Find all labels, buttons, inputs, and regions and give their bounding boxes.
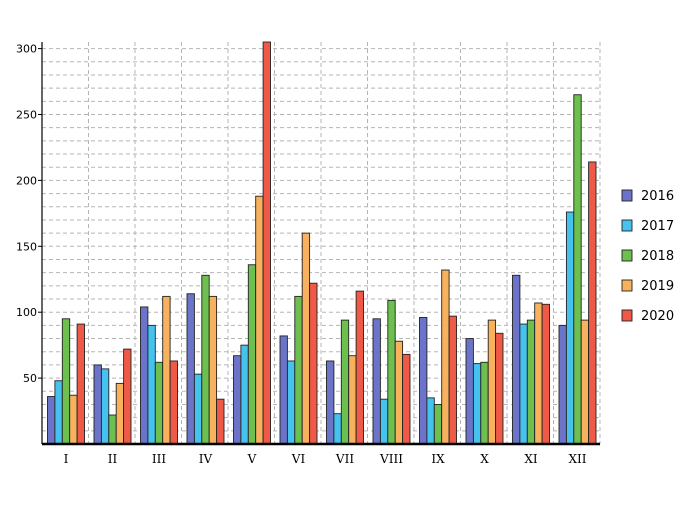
bar-2017-VI <box>286 360 296 445</box>
bar-2018-VI <box>294 295 303 445</box>
y-tick-label: 300 <box>16 43 37 56</box>
bar-2018-IX <box>433 404 443 445</box>
bar-2019-X <box>487 319 497 445</box>
x-tick-label: XII <box>568 452 586 466</box>
legend-label-2017: 2017 <box>641 219 674 234</box>
bar-2020-V <box>262 41 271 445</box>
bar-2020-VIII <box>402 353 411 445</box>
bar-2016-IV <box>186 293 195 445</box>
x-tick-label: VIII <box>379 452 403 466</box>
bar-2018-XI <box>526 319 536 445</box>
bar-2020-VI <box>309 282 318 445</box>
bar-2017-IV <box>193 373 203 445</box>
y-tick-labels: 50 100 150 200 250 300 <box>16 43 42 385</box>
legend-swatch-2020 <box>621 309 633 322</box>
y-tick-label: 100 <box>16 306 37 319</box>
bar-2019-IX <box>441 269 450 445</box>
bar-2020-II <box>123 348 132 445</box>
bar-2018-II <box>108 414 117 445</box>
bar-2017-XII <box>565 211 575 445</box>
bar-2016-II <box>93 364 102 445</box>
y-tick-label: 150 <box>16 240 37 253</box>
bar-2020-X <box>495 332 504 445</box>
bar-2017-VIII <box>379 398 389 445</box>
bars <box>47 41 597 445</box>
bar-2020-IX <box>448 315 457 445</box>
bar-2017-X <box>472 363 482 445</box>
x-tick-label: VI <box>291 452 306 466</box>
bar-2017-IX <box>426 397 435 445</box>
y-tick-label: 50 <box>23 372 37 385</box>
legend-label-2016: 2016 <box>641 189 674 204</box>
bar-2016-XII <box>558 324 567 445</box>
axes <box>41 42 600 446</box>
x-tick-label: VII <box>335 452 354 466</box>
bar-2018-IV <box>201 274 210 445</box>
bar-2018-VIII <box>387 299 396 445</box>
bar-2018-X <box>480 361 489 445</box>
bar-2019-IV <box>208 295 218 445</box>
bar-2020-III <box>169 360 178 445</box>
bar-2017-V <box>240 344 249 445</box>
bar-2019-II <box>115 382 125 445</box>
bar-2016-I <box>47 396 56 445</box>
bar-2016-V <box>233 355 242 445</box>
bar-2016-XI <box>512 274 521 445</box>
legend-swatch-2017 <box>621 219 633 232</box>
bar-2019-XI <box>534 302 543 445</box>
bar-2019-V <box>255 195 264 445</box>
bar-2016-VI <box>279 335 288 445</box>
legend-label-2019: 2019 <box>641 279 674 294</box>
bar-2019-VI <box>301 232 311 445</box>
grid-lines <box>41 42 601 444</box>
bar-2018-V <box>247 264 257 445</box>
bar-2016-X <box>465 338 474 445</box>
bar-2018-I <box>61 318 71 445</box>
bar-2018-XII <box>573 94 582 445</box>
x-tick-label: IX <box>431 452 445 466</box>
x-tick-label: III <box>152 452 166 466</box>
bar-2017-III <box>147 324 156 445</box>
x-tick-label: X <box>480 452 489 466</box>
bar-2019-III <box>162 295 171 445</box>
bar-2017-II <box>100 368 110 445</box>
x-tick-label: I <box>64 452 69 466</box>
bar-2019-I <box>69 394 78 445</box>
bar-2020-I <box>76 323 85 445</box>
bar-2016-VII <box>326 360 335 445</box>
bar-2019-VIII <box>394 340 404 445</box>
x-tick-label: V <box>247 452 257 466</box>
y-tick-label: 250 <box>16 109 37 122</box>
bar-2020-IV <box>216 398 225 445</box>
bar-2017-XI <box>519 323 528 445</box>
bar-2016-IX <box>419 317 428 445</box>
bar-2016-III <box>140 306 149 445</box>
legend-swatch-2016 <box>621 189 633 202</box>
bar-2020-XII <box>588 161 597 445</box>
legend-label-2018: 2018 <box>641 249 674 264</box>
bar-2019-VII <box>348 355 357 445</box>
bar-2017-I <box>54 380 63 445</box>
bar-2017-VII <box>333 413 342 445</box>
bar-2019-XII <box>580 319 590 445</box>
legend-swatch-2019 <box>621 279 633 292</box>
y-tick-label: 200 <box>16 174 37 187</box>
legend: 2016 2017 2018 2019 2020 <box>621 189 674 324</box>
bar-2016-VIII <box>372 318 381 445</box>
bar-2020-VII <box>355 290 364 445</box>
x-tick-label: II <box>108 452 118 466</box>
bar-2020-XI <box>541 303 550 445</box>
bar-2018-III <box>154 361 164 445</box>
legend-label-2020: 2020 <box>641 309 674 324</box>
x-tick-label: XI <box>524 452 538 466</box>
x-tick-labels: I II III IV V VI VII VIII IX X XI XII <box>64 452 587 466</box>
legend-swatch-2018 <box>621 249 633 262</box>
bar-2018-VII <box>340 319 350 445</box>
x-tick-label: IV <box>199 452 213 466</box>
